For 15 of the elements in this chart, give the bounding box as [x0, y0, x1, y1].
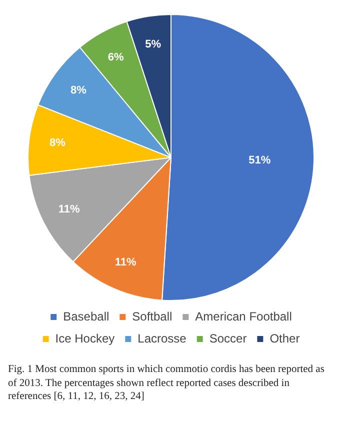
legend-label: Ice Hockey [55, 331, 115, 346]
data-label: 5% [145, 38, 162, 51]
data-label: 11% [114, 256, 136, 269]
legend-label: Softball [132, 309, 172, 324]
data-label: 51% [248, 154, 271, 166]
data-label: 8% [50, 137, 66, 150]
data-label: 8% [70, 84, 87, 96]
caption: Fig. 1 Most common sports in which commotio cordis has been reported as of 2013. The percentages shown reflect reported cases described in references [6, 11, 12, 16, 23, 24] [8, 363, 326, 404]
legend-label: American Football [195, 309, 292, 324]
legend-label: Baseball [63, 309, 110, 324]
legend-label: Lacrosse [138, 331, 187, 346]
legend-label: Soccer [209, 331, 247, 346]
data-label: 11% [58, 203, 80, 216]
data-label: 6% [108, 51, 124, 64]
legend-label: Other [270, 331, 300, 346]
